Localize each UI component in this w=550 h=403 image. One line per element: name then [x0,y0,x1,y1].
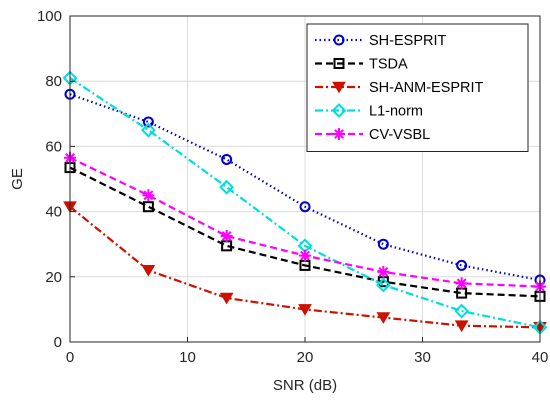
legend-marker [333,128,345,140]
series-layer [62,70,548,335]
legend-marker [333,58,345,69]
data-point [376,312,391,324]
y-tick-label: 0 [54,334,62,351]
legend-entry-l1-norm: L1-norm [315,103,423,120]
x-tick-label: 10 [179,349,196,366]
x-tick-label: 20 [297,349,314,366]
data-point [141,264,156,277]
legend-entry-sh-esprit: SH-ESPRIT [315,33,446,49]
series-sh-esprit [64,88,546,286]
data-point [220,230,233,243]
legend-marker [331,103,347,118]
data-point [140,122,156,138]
y-tick-label: 20 [45,269,62,286]
data-point [299,249,311,262]
data-point [219,292,234,305]
data-point [142,116,154,128]
data-point [142,201,154,213]
y-tick-label: 100 [37,8,62,25]
data-point [219,179,235,195]
data-point [221,153,233,165]
data-point [456,259,468,271]
data-point [454,303,470,319]
legend-label: L1-norm [369,104,423,120]
data-point [455,277,468,290]
x-tick-label: 0 [66,349,74,366]
y-tick-label: 80 [45,73,62,90]
x-tick-label: 40 [532,349,549,366]
data-point [142,189,155,202]
data-point [454,320,469,333]
axes: 0 10 20 30 40 0 20 40 60 80 100 [37,8,548,366]
data-point [299,201,311,213]
x-tick-label: 30 [414,349,431,366]
legend-label: SH-ESPRIT [369,33,446,49]
legend-entry-cv-vsbl: CV-VSBL [315,127,430,143]
legend-label: CV-VSBL [369,127,430,143]
x-axis-label: SNR (dB) [273,377,337,394]
legend: SH-ESPRIT TSDA SH-ANM-ESPRIT L1-norm CV-VSBL [306,23,529,152]
legend-label: SH-ANM-ESPRIT [369,80,484,96]
legend-entry-sh-anm-esprit: SH-ANM-ESPRIT [315,80,484,96]
series-line [69,166,541,298]
legend-entry-tsda: TSDA [315,57,408,73]
legend-marker [333,34,345,46]
series-line [69,77,541,329]
data-point [377,238,389,250]
y-tick-label: 60 [45,138,62,155]
data-point [377,265,390,278]
data-point [375,277,391,293]
legend-label: TSDA [369,57,408,73]
series-line [69,93,541,282]
y-tick-label: 40 [45,204,62,221]
data-point [298,304,312,316]
legend-marker [332,81,346,94]
y-axis-label: GE [9,168,26,190]
